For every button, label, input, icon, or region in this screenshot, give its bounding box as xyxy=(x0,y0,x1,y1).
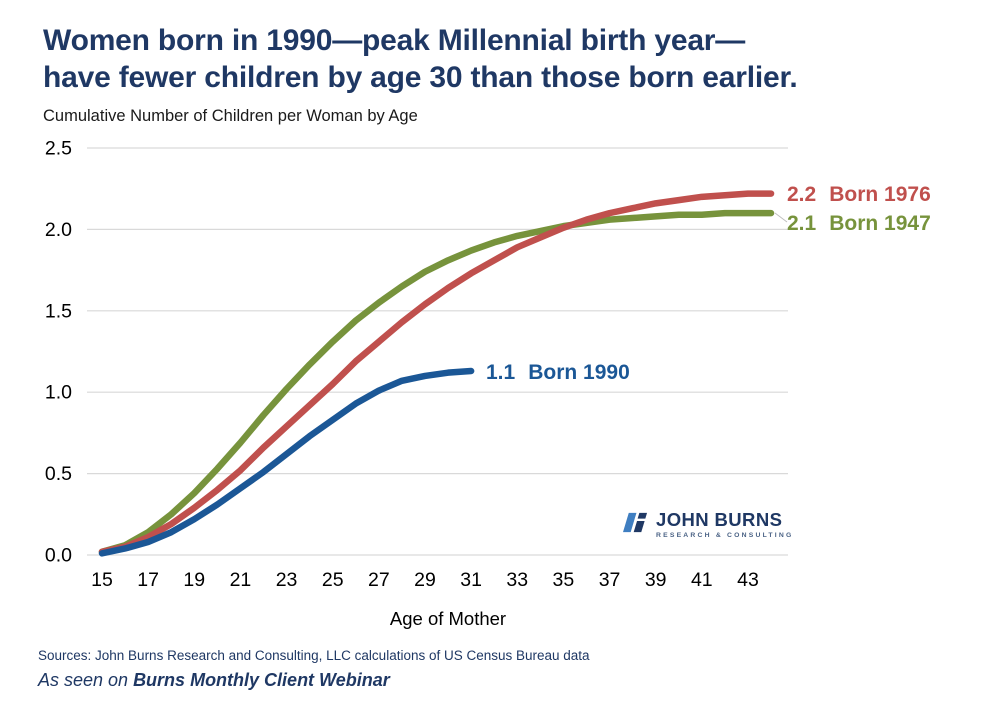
series-label-born-1990: 1.1 Born 1990 xyxy=(486,361,630,385)
curve-born-1947 xyxy=(98,209,775,555)
x-tick-label-21: 21 xyxy=(230,569,252,591)
x-tick-label-39: 39 xyxy=(645,569,667,591)
logo-company-name: JOHN BURNS xyxy=(656,509,783,530)
x-tick-label-35: 35 xyxy=(553,569,575,591)
page-title: Women born in 1990—peak Millennial birth… xyxy=(43,22,943,96)
as-seen-on-prefix: As seen on xyxy=(38,670,129,690)
x-tick-label-33: 33 xyxy=(506,569,528,591)
chart-subtitle: Cumulative Number of Children per Woman … xyxy=(43,107,418,125)
webinar-name: Burns Monthly Client Webinar xyxy=(133,670,390,690)
y-tick-label-0.5: 0.5 xyxy=(45,463,72,485)
end-value-born-1947: 2.1 xyxy=(787,212,817,235)
end-value-born-1990: 1.1 xyxy=(486,361,516,384)
john-burns-logo: JOHN BURNS RESEARCH & CONSULTING xyxy=(622,510,793,539)
title-line-1: Women born in 1990—peak Millennial birth… xyxy=(43,24,746,57)
series-name-born-1990: Born 1990 xyxy=(528,361,630,384)
john-burns-logo-text: JOHN BURNS RESEARCH & CONSULTING xyxy=(656,509,794,540)
y-tick-label-2.5: 2.5 xyxy=(45,138,72,160)
curve-born-1990 xyxy=(98,367,475,557)
x-tick-label-19: 19 xyxy=(183,569,205,591)
john-burns-logo-icon xyxy=(623,512,648,533)
x-tick-label-27: 27 xyxy=(368,569,390,591)
x-tick-label-15: 15 xyxy=(91,569,113,591)
x-tick-label-41: 41 xyxy=(691,569,713,591)
end-value-born-1976: 2.2 xyxy=(787,183,817,206)
y-tick-label-0.0: 0.0 xyxy=(45,545,72,567)
x-tick-label-43: 43 xyxy=(737,569,759,591)
x-tick-label-23: 23 xyxy=(276,569,298,591)
y-tick-label-1.0: 1.0 xyxy=(45,382,72,404)
x-tick-label-25: 25 xyxy=(322,569,344,591)
logo-tagline: RESEARCH & CONSULTING xyxy=(656,532,794,539)
series-label-born-1947: 2.1 Born 1947 xyxy=(787,212,931,236)
series-name-born-1976: Born 1976 xyxy=(829,183,931,206)
title-line-2: have fewer children by age 30 than those… xyxy=(43,61,798,94)
x-tick-label-29: 29 xyxy=(414,569,436,591)
as-seen-on-note: As seen on Burns Monthly Client Webinar xyxy=(38,670,390,691)
x-tick-label-31: 31 xyxy=(460,569,482,591)
x-tick-label-17: 17 xyxy=(137,569,159,591)
y-tick-label-1.5: 1.5 xyxy=(45,300,72,322)
leader-line-born-1947 xyxy=(774,212,788,223)
series-label-born-1976: 2.2 Born 1976 xyxy=(787,183,931,207)
sources-note: Sources: John Burns Research and Consult… xyxy=(38,648,590,663)
curve-born-1976 xyxy=(98,190,775,555)
y-tick-label-2.0: 2.0 xyxy=(45,219,72,241)
x-tick-label-37: 37 xyxy=(599,569,621,591)
series-name-born-1947: Born 1947 xyxy=(829,212,931,235)
x-axis-title: Age of Mother xyxy=(390,608,506,629)
